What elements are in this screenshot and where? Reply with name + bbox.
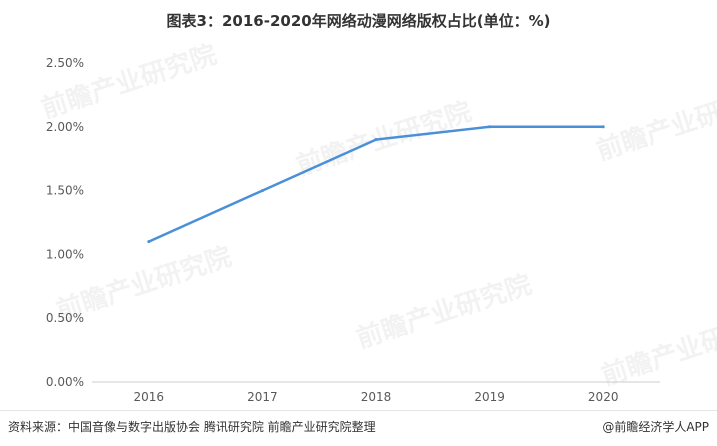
x-tick-label: 2016 [134, 390, 165, 404]
x-tick-label: 2018 [361, 390, 392, 404]
y-tick-label: 2.50% [46, 56, 84, 70]
watermark-text: 前瞻产业研究院 [593, 81, 717, 167]
footer-divider [0, 410, 717, 411]
chart-title: 图表3：2016-2020年网络动漫网络版权占比(单位：%) [166, 12, 551, 30]
y-tick-label: 1.50% [46, 184, 84, 198]
series-layer [147, 125, 605, 244]
data-point [260, 189, 264, 193]
x-tick-label: 2019 [474, 390, 505, 404]
watermark-text: 前瞻产业研究院 [353, 269, 536, 355]
data-point [601, 125, 605, 129]
x-tick-label: 2020 [588, 390, 619, 404]
watermark-text: 前瞻产业研究院 [598, 306, 717, 392]
y-tick-label: 2.00% [46, 120, 84, 134]
brand-credit: @前瞻经济学人APP [602, 420, 709, 434]
y-axis: 0.00% 0.50% 1.00% 1.50% 2.00% 2.50% [46, 56, 84, 389]
watermark-text: 前瞻产业研究院 [38, 39, 221, 125]
data-point [374, 138, 378, 142]
y-tick-label: 0.50% [46, 311, 84, 325]
source-note: 资料来源：中国音像与数字出版协会 腾讯研究院 前瞻产业研究院整理 [8, 420, 376, 434]
x-tick-label: 2017 [247, 390, 278, 404]
x-axis: 2016 2017 2018 2019 2020 [92, 381, 660, 404]
y-tick-label: 1.00% [46, 247, 84, 261]
y-tick-label: 0.00% [46, 375, 84, 389]
data-point [147, 240, 151, 244]
data-point [488, 125, 492, 129]
